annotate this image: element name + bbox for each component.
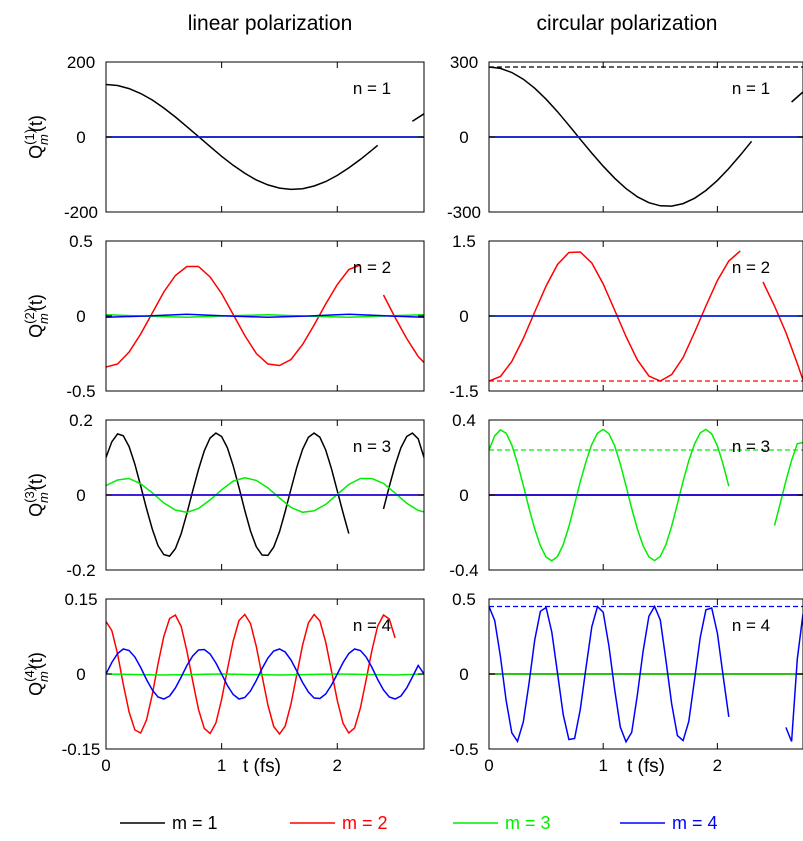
right-x-axis-label: t (fs) <box>627 756 665 777</box>
y-tick-label-r3-left: -0.2 <box>66 561 95 580</box>
y-tick-label-r4-left: -0.15 <box>62 740 101 759</box>
y-tick-label-r1-left: 200 <box>67 53 95 72</box>
y-tick-label-r2-left: 0 <box>76 307 85 326</box>
x-tick-label-r4-left: 2 <box>333 756 342 775</box>
legend-label-4: m = 4 <box>672 813 718 833</box>
y-tick-label-r2-right: -1.5 <box>449 382 478 401</box>
series-line-r3-right-m3 <box>489 428 803 562</box>
y-tick-label-r1-right: 0 <box>459 128 468 147</box>
series-line-r2-right-m2 <box>489 250 803 382</box>
legend: m = 1 m = 2 m = 3 m = 4 <box>120 813 718 833</box>
panel-annotation-r1-left: n = 1 <box>353 79 391 98</box>
plot-area-r1-right <box>489 66 803 207</box>
plot-area-r3-left <box>106 432 424 557</box>
y-tick-label-r1-left: 0 <box>76 128 85 147</box>
x-tick-label-r4-right: 2 <box>713 756 722 775</box>
series-line-r3-left-m1 <box>106 432 424 557</box>
y-tick-label-r4-left: 0 <box>76 665 85 684</box>
panel-r4-right: -0.5 0 0.5 0 1 2 n = 4 <box>449 590 803 775</box>
plot-area-r2-right <box>489 250 803 382</box>
legend-label-1: m = 1 <box>172 813 218 833</box>
y-axis-label-r2-left: Q(2)m(t) <box>22 294 51 338</box>
legend-label-2: m = 2 <box>342 813 388 833</box>
right-column-title: circular polarization <box>537 12 718 35</box>
panel-r3-left: -0.2 0 0.2 n = 3 Q(3)m(t) <box>22 411 425 580</box>
plot-area-r1-left <box>106 83 424 191</box>
y-tick-label-r2-left: -0.5 <box>66 382 95 401</box>
y-tick-label-r2-right: 0 <box>459 307 468 326</box>
y-tick-label-r1-left: -200 <box>64 203 98 222</box>
plot-area-r4-right <box>489 604 803 744</box>
panel-r2-left: -0.5 0 0.5 n = 2 Q(2)m(t) <box>22 232 425 401</box>
panel-annotation-r2-right: n = 2 <box>732 258 770 277</box>
plot-area-r4-left <box>106 615 424 735</box>
left-x-axis-label: t (fs) <box>243 756 281 777</box>
series-line-r2-left-m3 <box>106 314 424 318</box>
panel-annotation-r4-left: n = 4 <box>353 616 391 635</box>
panel-annotation-r3-left: n = 3 <box>353 437 391 456</box>
series-line-r2-left-m2 <box>106 264 424 368</box>
panel-r2-right: -1.5 0 1.5 n = 2 <box>449 232 803 401</box>
y-tick-label-r3-right: 0 <box>459 486 468 505</box>
x-tick-label-r4-left: 1 <box>217 756 226 775</box>
panel-annotation-r4-right: n = 4 <box>732 616 770 635</box>
y-tick-label-r3-left: 0.2 <box>69 411 93 430</box>
y-tick-label-r1-right: -300 <box>447 203 481 222</box>
plot-area-r2-left <box>106 264 424 368</box>
y-tick-label-r3-left: 0 <box>76 486 85 505</box>
y-tick-label-r2-right: 1.5 <box>452 232 476 251</box>
y-tick-label-r3-right: -0.4 <box>449 561 478 580</box>
y-tick-label-r4-right: 0 <box>459 665 468 684</box>
y-axis-label-r3-left: Q(3)m(t) <box>22 473 51 517</box>
y-axis-label-r1-left: Q(1)m(t) <box>22 115 51 159</box>
plot-area-r3-right <box>489 428 803 562</box>
y-tick-label-r4-right: 0.5 <box>452 590 476 609</box>
series-line-r2-left-m4 <box>106 313 424 318</box>
panel-annotation-r3-right: n = 3 <box>732 437 770 456</box>
left-column-title: linear polarization <box>188 12 353 35</box>
panel-r3-right: -0.4 0 0.4 n = 3 <box>449 411 803 580</box>
series-line-r4-left-m3 <box>106 673 424 676</box>
series-line-r4-left-m4 <box>106 648 424 700</box>
series-line-r1-left-m1 <box>106 83 424 191</box>
panel-r1-right: -300 0 300 n = 1 <box>447 53 803 222</box>
series-line-r3-left-m3 <box>106 477 424 514</box>
panel-r1-left: -200 0 200 n = 1 Q(1)m(t) <box>22 53 425 222</box>
series-line-r4-right-m4 <box>489 604 803 744</box>
legend-label-3: m = 3 <box>505 813 551 833</box>
y-tick-label-r4-right: -0.5 <box>449 740 478 759</box>
y-tick-label-r2-left: 0.5 <box>69 232 93 251</box>
y-tick-label-r3-right: 0.4 <box>452 411 476 430</box>
series-line-r1-right-m1 <box>489 66 803 207</box>
panel-annotation-r1-right: n = 1 <box>732 79 770 98</box>
x-tick-label-r4-right: 1 <box>598 756 607 775</box>
panel-annotation-r2-left: n = 2 <box>353 258 391 277</box>
y-axis-label-r4-left: Q(4)m(t) <box>22 652 51 696</box>
y-tick-label-r4-left: 0.15 <box>64 590 97 609</box>
y-tick-label-r1-right: 300 <box>450 53 478 72</box>
x-tick-label-r4-right: 0 <box>484 756 493 775</box>
x-tick-label-r4-left: 0 <box>101 756 110 775</box>
